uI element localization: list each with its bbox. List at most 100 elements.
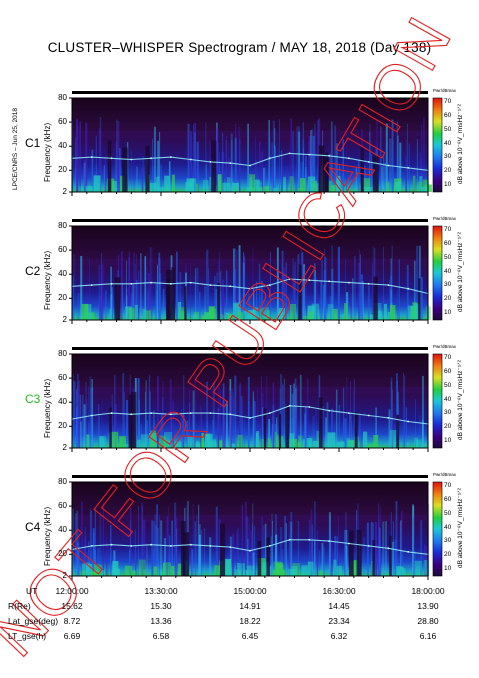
low-frequency-emission xyxy=(417,181,422,192)
emission-streak xyxy=(420,277,423,320)
emission-streak xyxy=(129,507,132,576)
emission-streak xyxy=(281,156,283,192)
emission-streak xyxy=(245,501,247,576)
colorbar-tick-label: 10 xyxy=(444,437,452,445)
plasma-line-point xyxy=(170,545,172,547)
emission-streak xyxy=(194,373,196,448)
emission-streak xyxy=(162,288,165,320)
ephemeris-value: 18:00:00 xyxy=(411,586,445,596)
low-frequency-emission xyxy=(249,174,256,192)
low-frequency-emission xyxy=(289,304,296,320)
emission-streak xyxy=(416,139,418,192)
low-frequency-emission xyxy=(364,187,371,192)
emission-streak xyxy=(200,529,203,576)
emission-streak xyxy=(99,415,100,448)
low-frequency-emission xyxy=(257,187,263,192)
emission-streak xyxy=(82,394,84,448)
emission-streak xyxy=(174,502,177,576)
emission-streak xyxy=(110,266,112,320)
ephemeris-row-label: UT xyxy=(26,586,38,596)
emission-streak xyxy=(89,507,91,576)
emission-streak xyxy=(190,262,191,320)
emission-streak xyxy=(322,406,325,448)
low-frequency-emission xyxy=(383,303,387,320)
emission-streak xyxy=(342,139,344,192)
emission-streak xyxy=(149,247,151,320)
plasma-line-point xyxy=(90,545,93,547)
low-frequency-emission xyxy=(237,563,240,576)
panel-label-c1: C1 xyxy=(25,136,41,150)
emission-streak xyxy=(261,376,262,448)
low-frequency-emission xyxy=(307,176,316,192)
emission-streak xyxy=(120,251,123,320)
emission-streak xyxy=(353,390,355,448)
emission-streak xyxy=(240,395,243,448)
emission-streak xyxy=(332,280,335,320)
data-gap xyxy=(418,278,421,320)
emission-streak xyxy=(88,541,90,576)
emission-streak xyxy=(215,506,218,576)
plasma-line-point xyxy=(387,417,390,419)
plasma-line-point xyxy=(288,538,291,541)
low-frequency-emission xyxy=(196,441,199,448)
emission-streak xyxy=(298,131,301,192)
emission-streak xyxy=(346,129,347,192)
emission-streak xyxy=(213,409,215,448)
low-frequency-emission xyxy=(85,186,93,192)
emission-streak xyxy=(219,271,222,320)
ephemeris-value: 6.16 xyxy=(419,631,437,641)
colorbar-tick-label: 20 xyxy=(444,423,452,431)
data-gap xyxy=(114,277,121,320)
emission-streak xyxy=(144,256,146,320)
emission-streak xyxy=(115,142,118,192)
emission-streak xyxy=(262,525,265,576)
emission-streak xyxy=(403,400,405,448)
data-gap xyxy=(130,391,137,448)
data-gap xyxy=(356,529,362,576)
emission-streak xyxy=(302,122,304,192)
emission-streak xyxy=(233,400,235,448)
plasma-line-point xyxy=(229,285,232,288)
plasma-line-point xyxy=(348,542,350,545)
emission-streak xyxy=(233,393,234,448)
low-frequency-emission xyxy=(327,432,336,448)
y-axis-label: Frequency (kHz) xyxy=(43,250,52,310)
emission-streak xyxy=(319,550,320,576)
emission-streak xyxy=(146,543,148,576)
low-frequency-emission xyxy=(132,570,136,576)
low-frequency-emission xyxy=(162,439,171,448)
emission-streak xyxy=(226,400,228,448)
emission-streak xyxy=(194,521,196,576)
plasma-line-point xyxy=(308,279,311,282)
plasma-line-point xyxy=(150,281,153,284)
y-tick-label: 60 xyxy=(58,117,67,127)
plasma-line-point xyxy=(209,161,212,163)
y-axis-label: Frequency (kHz) xyxy=(43,378,52,438)
ephemeris-value: 13:30:00 xyxy=(144,586,178,596)
emission-streak xyxy=(323,284,325,320)
emission-streak xyxy=(117,121,120,192)
data-gap xyxy=(257,540,262,576)
y-tick-label: 40 xyxy=(58,397,67,407)
emission-streak xyxy=(280,374,283,448)
emission-streak xyxy=(142,156,144,192)
low-frequency-emission xyxy=(94,564,102,576)
low-frequency-emission xyxy=(327,304,334,320)
low-frequency-emission xyxy=(125,306,132,320)
plasma-line-point xyxy=(189,158,192,161)
low-frequency-emission xyxy=(282,176,287,192)
low-frequency-emission xyxy=(344,303,348,320)
emission-streak xyxy=(152,138,154,192)
emission-streak xyxy=(371,162,373,192)
emission-streak xyxy=(225,135,228,192)
data-gap xyxy=(109,407,112,448)
colorbar-tick-label: 10 xyxy=(444,181,452,189)
low-frequency-emission xyxy=(341,314,344,320)
plasma-line-point xyxy=(130,413,133,416)
emission-streak xyxy=(345,511,347,576)
emission-streak xyxy=(79,394,82,448)
emission-streak xyxy=(275,534,278,576)
emission-streak xyxy=(219,152,220,192)
emission-streak xyxy=(84,537,87,576)
time-bar xyxy=(72,475,428,478)
